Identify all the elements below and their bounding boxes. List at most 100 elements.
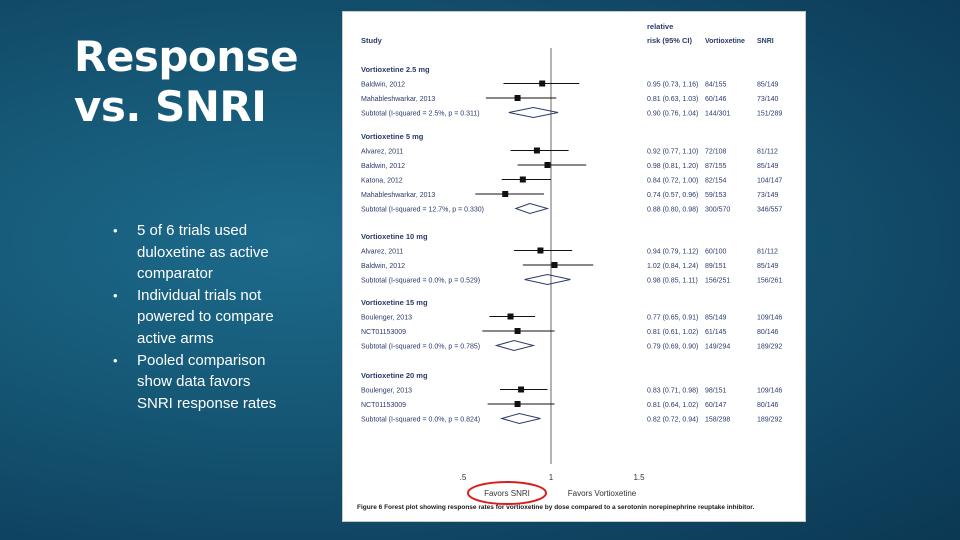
subtotal-label: Subtotal (I-squared = 0.0%, p = 0.824) [361,417,480,424]
snri-count: 73/140 [757,96,779,103]
point-estimate [502,191,509,197]
subtotal-vortioxetine-count: 300/570 [705,207,730,214]
slide-title: Response vs. SNRI [74,32,314,132]
bullet-text: Pooled comparison show data favors SNRI … [137,351,277,412]
vortioxetine-count: 60/100 [705,249,727,256]
bullet-item: • Individual trials not powered to compar… [112,285,282,350]
vortioxetine-count: 61/145 [705,329,727,336]
study-name: Katona, 2012 [361,178,403,185]
point-estimate [551,262,558,268]
subtotal-label: Subtotal (I-squared = 0.0%, p = 0.529) [361,278,480,285]
ci-value: 0.77 (0.65, 0.91) [647,315,698,322]
header-snri: SNRI [757,38,774,45]
point-estimate [519,176,526,183]
forest-plot-svg: Study relative risk (95% CI) Vortioxetine SN… [357,22,782,511]
x-tick-label: 1.5 [633,473,645,482]
snri-count: 81/112 [757,249,778,256]
header-relative: relative [647,22,673,31]
bullet-icon: • [113,352,118,368]
study-name: Baldwin, 2012 [361,82,405,89]
ci-value: 0.81 (0.64, 1.02) [647,402,698,409]
subtotal-snri-count: 189/292 [757,344,782,351]
point-estimate [537,247,544,254]
study-name: Mahableshwarkar, 2013 [361,96,435,103]
group-label: Vortioxetine 2.5 mg [361,65,430,74]
point-estimate [544,162,551,168]
subtotal-diamond [514,202,550,215]
header-risk: risk (95% CI) [647,36,693,45]
vortioxetine-count: 89/151 [705,263,727,270]
subtotal-vortioxetine-count: 156/251 [705,278,730,285]
slide-title-line1: Response [74,32,299,81]
ci-value: 0.81 (0.61, 1.02) [647,329,698,336]
point-estimate [514,328,521,334]
ci-value: 0.98 (0.81, 1.20) [647,163,698,170]
ci-value: 0.81 (0.63, 1.03) [647,96,698,103]
snri-count: 85/149 [757,82,779,89]
subtotal-ci-value: 0.79 (0.69, 0.90) [647,344,698,351]
subtotal-ci-value: 0.82 (0.72, 0.94) [647,417,698,424]
bullet-text: Individual trials not powered to compare… [137,286,274,347]
ci-value: 0.92 (0.77, 1.10) [647,149,698,156]
subtotal-diamond [494,339,536,352]
vortioxetine-count: 60/146 [705,96,727,103]
bullet-item: • Pooled comparison show data favors SNRI… [112,350,282,415]
subtotal-vortioxetine-count: 144/301 [705,111,730,118]
subtotal-snri-count: 346/557 [757,207,782,214]
subtotal-diamond [499,412,541,425]
x-tick-label: 1 [549,473,554,482]
subtotal-snri-count: 156/261 [757,278,782,285]
group-label: Vortioxetine 10 mg [361,232,428,241]
bullet-text: 5 of 6 trials used duloxetine as active … [137,222,269,283]
ci-value: 0.94 (0.79, 1.12) [647,249,698,256]
snri-count: 85/149 [757,163,779,170]
vortioxetine-count: 85/149 [705,315,727,322]
study-name: NCT01153009 [361,329,406,336]
subtotal-ci-value: 0.88 (0.80, 0.98) [647,207,698,214]
vortioxetine-count: 59/153 [705,192,727,199]
vortioxetine-count: 87/155 [705,163,727,170]
subtotal-vortioxetine-count: 149/294 [705,344,730,351]
subtotal-diamond [508,106,559,119]
snri-count: 80/146 [757,402,779,409]
point-estimate [514,401,521,407]
bullet-item: • 5 of 6 trials used duloxetine as active… [112,220,282,285]
subtotal-ci-value: 0.98 (0.85, 1.11) [647,278,698,285]
subtotal-ci-value: 0.90 (0.76, 1.04) [647,111,698,118]
snri-count: 85/149 [757,263,779,270]
study-name: Alvarez, 2011 [361,149,403,156]
bullet-list: • 5 of 6 trials used duloxetine as active… [112,220,282,414]
bullet-icon: • [113,223,118,238]
ci-value: 0.83 (0.71, 0.98) [647,388,698,395]
subtotal-label: Subtotal (I-squared = 2.5%, p = 0.311) [361,111,480,118]
vortioxetine-count: 98/151 [705,388,727,395]
study-name: Alvarez, 2011 [361,249,403,256]
study-name: Baldwin, 2012 [361,263,405,270]
favors-vortioxetine-label: Favors Vortioxetine [568,489,637,498]
subtotal-label: Subtotal (I-squared = 12.7%, p = 0.330) [361,207,484,214]
ci-value: 1.02 (0.84, 1.24) [647,263,698,270]
vortioxetine-count: 60/147 [705,402,727,409]
snri-count: 104/147 [757,178,782,185]
point-estimate [507,313,514,320]
group-label: Vortioxetine 15 mg [361,298,428,307]
subtotal-vortioxetine-count: 158/298 [705,417,730,424]
header-study: Study [361,36,383,45]
snri-count: 80/146 [757,329,779,336]
slide-title-line2: vs. SNRI [74,82,267,131]
snri-count: 109/146 [757,315,782,322]
snri-count: 109/146 [757,388,782,395]
subtotal-label: Subtotal (I-squared = 0.0%, p = 0.785) [361,344,480,351]
study-name: NCT01153009 [361,402,406,409]
group-label: Vortioxetine 5 mg [361,132,424,141]
point-estimate [518,386,525,393]
favors-snri-label: Favors SNRI [484,489,530,498]
subtotal-snri-count: 151/289 [757,111,782,118]
point-estimate [539,80,546,87]
figure-caption: Figure 6 Forest plot showing response ra… [357,504,754,511]
x-tick-label: .5 [460,473,467,482]
bullet-icon: • [113,287,118,303]
subtotal-diamond [524,273,571,286]
forest-plot-figure: Study relative risk (95% CI) Vortioxetine SN… [342,11,806,522]
highlight-circle [467,481,547,505]
